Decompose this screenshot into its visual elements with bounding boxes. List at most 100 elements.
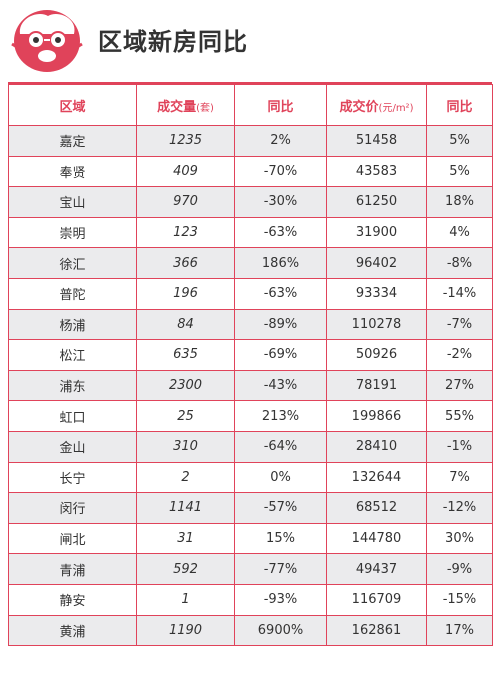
cell-district: 普陀: [8, 277, 137, 310]
cell-price: 43583: [326, 155, 427, 188]
cell-district: 徐汇: [8, 247, 137, 279]
table-row: 闵行 1141 -57% 68512 -12%: [8, 492, 493, 524]
table-row: 嘉定 1235 2% 51458 5%: [8, 125, 493, 157]
cell-district: 浦东: [8, 369, 137, 402]
cell-volume-yoy: 15%: [234, 522, 327, 555]
table-row: 闸北 31 15% 144780 30%: [8, 522, 493, 555]
cell-district: 闸北: [8, 522, 137, 555]
table-header-row: 区域 成交量(套) 同比 成交价(元/m²) 同比: [8, 84, 493, 126]
cell-volume: 635: [136, 339, 235, 371]
cell-district: 青浦: [8, 553, 137, 585]
cell-price-yoy: -7%: [426, 308, 493, 341]
cell-volume-yoy: -64%: [234, 430, 327, 463]
cell-price-yoy: 18%: [426, 186, 493, 218]
cell-volume-yoy: 2%: [234, 125, 327, 157]
cell-volume: 592: [136, 553, 235, 585]
cell-price-yoy: -9%: [426, 553, 493, 585]
cell-volume: 310: [136, 430, 235, 463]
cell-volume: 409: [136, 155, 235, 188]
cell-district: 杨浦: [8, 308, 137, 341]
cell-price: 49437: [326, 553, 427, 585]
cell-volume-yoy: -63%: [234, 277, 327, 310]
cell-volume: 1235: [136, 125, 235, 157]
cell-district: 虹口: [8, 400, 137, 432]
cell-price: 96402: [326, 247, 427, 279]
cell-price: 110278: [326, 308, 427, 341]
cell-district: 奉贤: [8, 155, 137, 188]
table-row: 金山 310 -64% 28410 -1%: [8, 430, 493, 463]
data-table-wrapper: 区域 成交量(套) 同比 成交价(元/m²) 同比 嘉定 1235 2% 51458 5…: [8, 82, 493, 647]
cell-district: 宝山: [8, 186, 137, 218]
cell-price-yoy: 4%: [426, 216, 493, 249]
cell-price: 68512: [326, 492, 427, 524]
cell-volume-yoy: -89%: [234, 308, 327, 341]
cell-volume: 196: [136, 277, 235, 310]
cell-volume: 25: [136, 400, 235, 432]
cell-district: 金山: [8, 430, 137, 463]
table-row: 杨浦 84 -89% 110278 -7%: [8, 308, 493, 341]
cell-price: 132644: [326, 461, 427, 494]
cell-volume: 31: [136, 522, 235, 555]
cell-volume: 2300: [136, 369, 235, 402]
cell-price-yoy: 5%: [426, 155, 493, 188]
cell-district: 嘉定: [8, 125, 137, 157]
cell-price: 116709: [326, 583, 427, 616]
cell-volume-yoy: -63%: [234, 216, 327, 249]
cell-price-yoy: 27%: [426, 369, 493, 402]
cell-price-yoy: -1%: [426, 430, 493, 463]
cell-district: 崇明: [8, 216, 137, 249]
cell-volume: 123: [136, 216, 235, 249]
cell-volume-yoy: -43%: [234, 369, 327, 402]
cell-volume: 84: [136, 308, 235, 341]
table-row: 青浦 592 -77% 49437 -9%: [8, 553, 493, 585]
cell-district: 松江: [8, 339, 137, 371]
cell-price: 199866: [326, 400, 427, 432]
cell-price-yoy: 7%: [426, 461, 493, 494]
cell-price-yoy: -15%: [426, 583, 493, 616]
cell-price-yoy: 55%: [426, 400, 493, 432]
table-row: 普陀 196 -63% 93334 -14%: [8, 277, 493, 310]
table-row: 徐汇 366 186% 96402 -8%: [8, 247, 493, 279]
cell-price-yoy: 17%: [426, 614, 493, 647]
cell-price-yoy: -12%: [426, 492, 493, 524]
cell-volume-yoy: -69%: [234, 339, 327, 371]
cell-price: 28410: [326, 430, 427, 463]
cell-district: 长宁: [8, 461, 137, 494]
cell-volume: 1141: [136, 492, 235, 524]
cell-price: 50926: [326, 339, 427, 371]
district-comparison-table: 区域 成交量(套) 同比 成交价(元/m²) 同比 嘉定 1235 2% 51458 5…: [8, 84, 493, 647]
table-row: 浦东 2300 -43% 78191 27%: [8, 369, 493, 402]
cell-volume-yoy: 213%: [234, 400, 327, 432]
cell-price: 93334: [326, 277, 427, 310]
page-header: 区域新房同比: [0, 0, 500, 82]
cell-district: 闵行: [8, 492, 137, 524]
cell-volume-yoy: 6900%: [234, 614, 327, 647]
table-row: 黄浦 1190 6900% 162861 17%: [8, 614, 493, 647]
table-row: 奉贤 409 -70% 43583 5%: [8, 155, 493, 188]
cell-volume-yoy: -77%: [234, 553, 327, 585]
cell-volume-yoy: 0%: [234, 461, 327, 494]
cell-volume-yoy: -57%: [234, 492, 327, 524]
table-row: 崇明 123 -63% 31900 4%: [8, 216, 493, 249]
cell-price: 162861: [326, 614, 427, 647]
cell-volume: 1190: [136, 614, 235, 647]
cell-volume: 970: [136, 186, 235, 218]
table-row: 松江 635 -69% 50926 -2%: [8, 339, 493, 371]
cell-volume-yoy: -70%: [234, 155, 327, 188]
mascot-logo-icon: [11, 10, 83, 72]
cell-price-yoy: -14%: [426, 277, 493, 310]
cell-price-yoy: 5%: [426, 125, 493, 157]
cell-volume-yoy: -93%: [234, 583, 327, 616]
cell-price-yoy: 30%: [426, 522, 493, 555]
cell-price-yoy: -2%: [426, 339, 493, 371]
cell-volume: 366: [136, 247, 235, 279]
cell-price: 51458: [326, 125, 427, 157]
table-row: 长宁 2 0% 132644 7%: [8, 461, 493, 494]
cell-district: 黄浦: [8, 614, 137, 647]
column-header-volume-yoy: 同比: [234, 84, 327, 126]
cell-price: 78191: [326, 369, 427, 402]
page-title: 区域新房同比: [98, 28, 248, 56]
cell-price-yoy: -8%: [426, 247, 493, 279]
cell-volume: 1: [136, 583, 235, 616]
table-body: 嘉定 1235 2% 51458 5% 奉贤 409 -70% 43583 5% 宝山 970 -30%…: [8, 125, 493, 647]
